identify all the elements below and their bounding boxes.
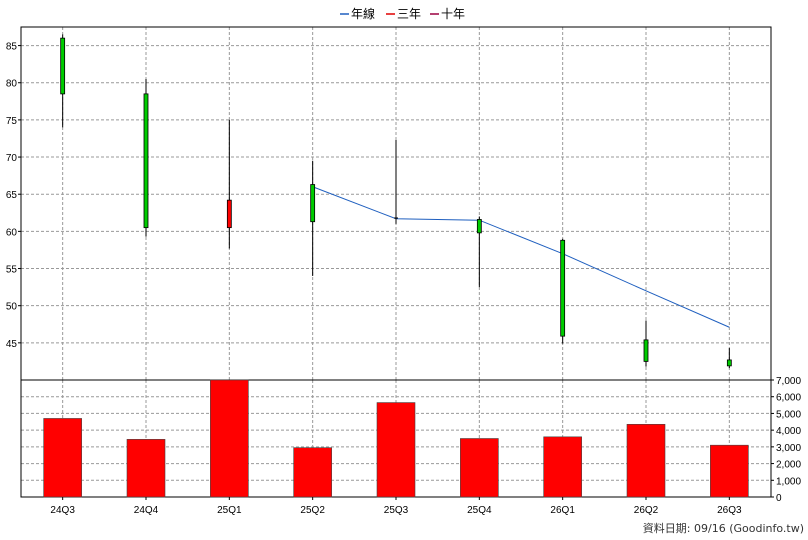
candle-24Q3: [60, 34, 66, 128]
volume-tick-label-0: 0: [776, 493, 782, 504]
price-tick-label-7: 80: [6, 79, 18, 90]
candlestick-series: [60, 34, 732, 369]
price-tick-label-5: 70: [6, 153, 18, 164]
price-tick-label-1: 50: [6, 302, 18, 313]
volume-bar-26Q2: [626, 423, 666, 498]
x-axis: 24Q3 24Q4 25Q1 25Q2 25Q3 25Q4 26Q1 26Q2 26Q3: [50, 497, 742, 516]
legend-label-0: 年線: [351, 6, 375, 21]
year-line: [312, 186, 730, 328]
x-tick-label-26Q1: 26Q1: [550, 505, 575, 516]
x-tick-label-25Q4: 25Q4: [467, 505, 492, 516]
legend-label-1: 三年: [397, 7, 421, 21]
volume-tick-label-7: 7,000: [776, 376, 801, 387]
volume-y-axis: 0 1,000 2,000 3,000 4,000 5,000 6,000 7,000: [771, 376, 801, 504]
candle-26Q3: [726, 348, 732, 369]
x-tick-label-24Q4: 24Q4: [134, 505, 159, 516]
legend-label-2: 十年: [441, 7, 465, 21]
candle-25Q3: [394, 139, 398, 224]
x-tick-label-26Q3: 26Q3: [717, 505, 742, 516]
volume-tick-label-6: 6,000: [776, 393, 801, 404]
candle-body: [560, 239, 566, 337]
volume-bar-25Q3: [376, 402, 416, 498]
price-tick-label-6: 75: [6, 116, 18, 127]
volume-bar-26Q3: [710, 444, 749, 498]
candle-25Q2: [310, 160, 316, 276]
volume-tick-label-5: 5,000: [776, 409, 801, 420]
candle-body: [476, 219, 482, 234]
volume-bar-25Q4: [460, 438, 499, 498]
candle-body: [310, 184, 316, 223]
volume-bar-26Q1: [543, 436, 582, 498]
x-tick-label-25Q1: 25Q1: [217, 505, 242, 516]
volume-bar-series: [43, 379, 749, 498]
volume-bar-24Q4: [126, 439, 166, 498]
candle-body: [643, 339, 649, 362]
candle-24Q4: [143, 79, 149, 237]
price-tick-label-4: 65: [6, 190, 18, 201]
legend: 年線 三年 十年: [340, 6, 465, 21]
x-tick-label-25Q3: 25Q3: [384, 505, 409, 516]
price-y-axis: 45 50 55 60 65 70 75 80 85: [6, 42, 21, 350]
candle-body: [226, 199, 232, 229]
candle-body: [143, 93, 149, 229]
candle-25Q4: [476, 216, 482, 288]
volume-bar-25Q2: [293, 447, 332, 498]
candle-26Q2: [643, 320, 649, 367]
candle-body: [60, 37, 66, 95]
x-tick-label-25Q2: 25Q2: [300, 505, 325, 516]
candle-26Q1: [560, 238, 566, 344]
data-date-footer: 資料日期: 09/16 (Goodinfo.tw): [642, 522, 804, 535]
volume-bar-25Q1: [210, 379, 249, 498]
volume-tick-label-1: 1,000: [776, 476, 801, 487]
candle-25Q1: [226, 119, 232, 249]
year-line-series: [312, 186, 730, 328]
candle-body: [726, 359, 732, 367]
x-tick-label-26Q2: 26Q2: [634, 505, 659, 516]
volume-tick-label-4: 4,000: [776, 426, 801, 437]
price-tick-label-0: 45: [6, 339, 18, 350]
x-tick-label-24Q3: 24Q3: [50, 505, 75, 516]
price-tick-label-8: 85: [6, 42, 18, 53]
volume-tick-label-2: 2,000: [776, 460, 801, 471]
price-tick-label-3: 60: [6, 227, 18, 238]
volume-bar-24Q3: [43, 418, 82, 498]
price-tick-label-2: 55: [6, 265, 18, 276]
volume-tick-label-3: 3,000: [776, 443, 801, 454]
